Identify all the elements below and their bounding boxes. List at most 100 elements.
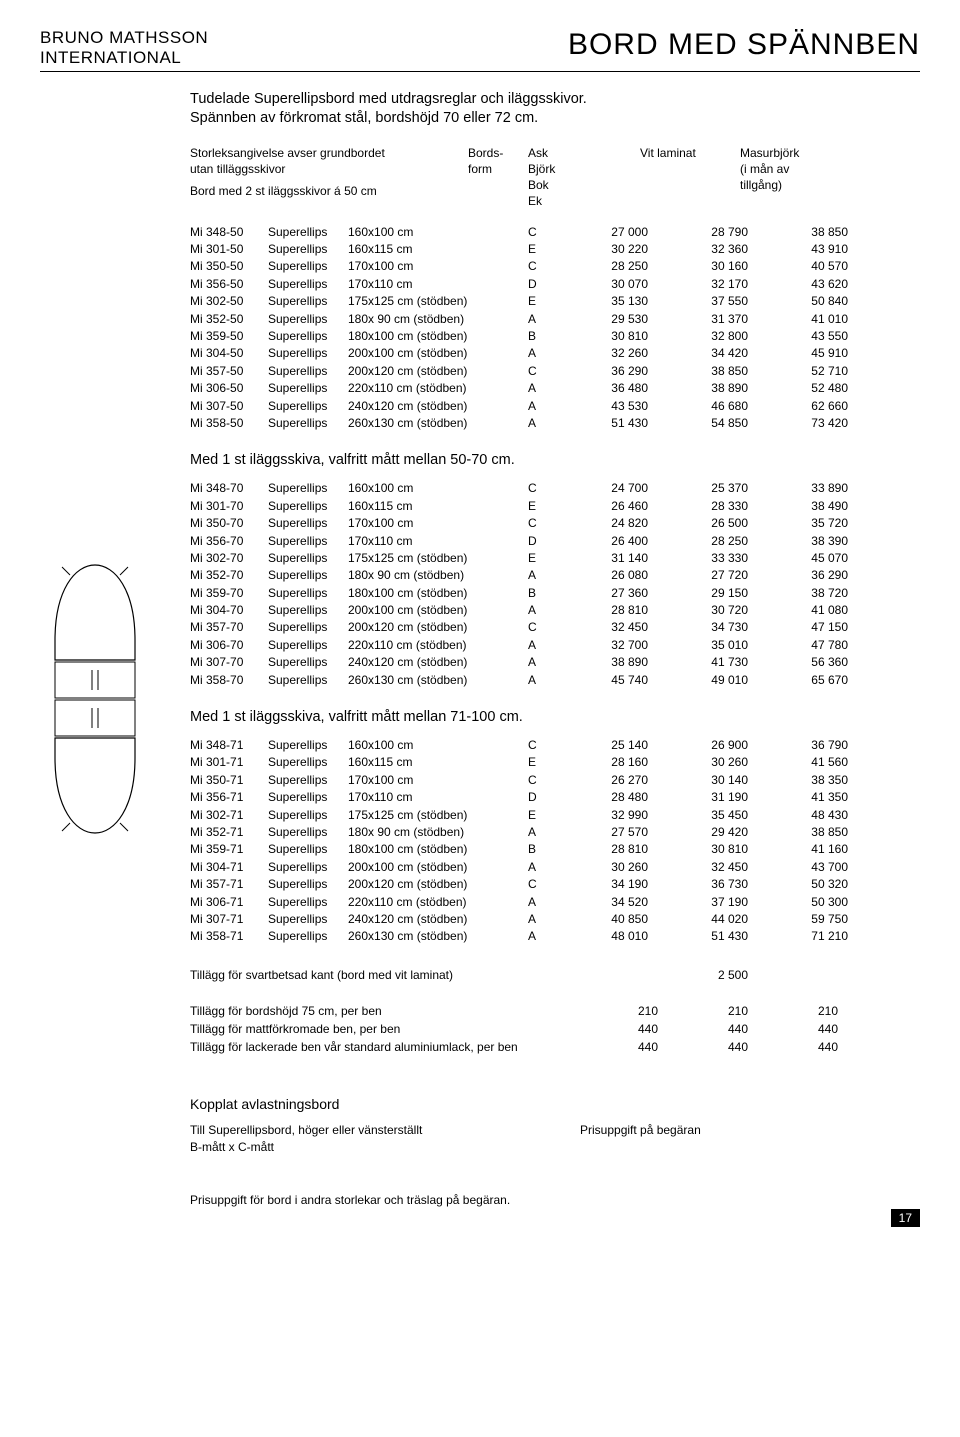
cell: C [528,480,548,497]
cell: Superellips [268,480,348,497]
addons-table: Tillägg för svartbetsad kant (bord med v… [190,966,838,1056]
cell: 175x125 cm (stödben) [348,293,528,310]
cell: 170x110 cm [348,276,528,293]
cell: Superellips [268,498,348,515]
cell: D [528,789,548,806]
table-row: Mi 352-71Superellips180x 90 cm (stödben)… [190,824,848,841]
cell: B [528,841,548,858]
table-row: Mi 359-71Superellips180x100 cm (stödben)… [190,841,848,858]
cell: A [528,380,548,397]
cell: 45 910 [748,345,848,362]
cell: 200x100 cm (stödben) [348,859,528,876]
cell: 175x125 cm (stödben) [348,550,528,567]
cell: A [528,672,548,689]
cell: 160x115 cm [348,754,528,771]
cell: 51 430 [648,928,748,945]
cell: 38 490 [748,498,848,515]
cell: E [528,807,548,824]
cell: 32 800 [648,328,748,345]
cell: Mi 357-70 [190,619,268,636]
cell: 27 720 [648,567,748,584]
cell: Superellips [268,293,348,310]
cell: 200x100 cm (stödben) [348,602,528,619]
cell: A [528,654,548,671]
cell: Superellips [268,515,348,532]
cell: C [528,619,548,636]
cell: Superellips [268,859,348,876]
cell: Superellips [268,807,348,824]
cell: 43 550 [748,328,848,345]
superellips-diagram [40,500,150,870]
intro-line-2: Spännben av förkromat stål, bordshöjd 70… [190,109,920,129]
cell: 160x115 cm [348,241,528,258]
cell: 37 550 [648,293,748,310]
col-mat3: Masurbjörk (i mån av tillgång) [740,145,840,210]
cell: 41 080 [748,602,848,619]
cell: 48 430 [748,807,848,824]
addon-row: Tillägg för mattförkromade ben, per ben 4… [190,1020,838,1038]
cell: Mi 306-70 [190,637,268,654]
addon-label: Tillägg för svartbetsad kant (bord med v… [190,966,568,984]
cell: Superellips [268,533,348,550]
cell: 38 850 [748,824,848,841]
cell: 52 710 [748,363,848,380]
cell: 26 500 [648,515,748,532]
cell: Mi 350-71 [190,772,268,789]
cell: B [528,585,548,602]
cell: 32 170 [648,276,748,293]
table-row: Mi 348-71Superellips160x100 cmC25 14026 … [190,737,848,754]
price-table-1: Mi 348-50Superellips160x100 cmC27 00028 … [190,224,848,433]
table-row: Mi 306-50Superellips220x110 cm (stödben)… [190,380,848,397]
price-table-3: Mi 348-71Superellips160x100 cmC25 14026 … [190,737,848,946]
subhead-l2: utan tilläggsskivor [190,161,468,177]
cell: 32 700 [548,637,648,654]
cell: 41 560 [748,754,848,771]
cell: 30 720 [648,602,748,619]
brand-line-1: BRUNO MATHSSON [40,28,208,48]
cell: Mi 302-71 [190,807,268,824]
cell: 175x125 cm (stödben) [348,807,528,824]
cell: Superellips [268,654,348,671]
addon-row: Tillägg för lackerade ben vår standard a… [190,1038,838,1056]
page-header: BRUNO MATHSSON INTERNATIONAL BORD MED SP… [40,28,920,72]
addon-label: Tillägg för mattförkromade ben, per ben [190,1020,568,1038]
cell: 32 990 [548,807,648,824]
col-form-l1: Bords- [468,145,528,161]
cell: Mi 359-71 [190,841,268,858]
table-row: Mi 356-50Superellips170x110 cmD30 07032 … [190,276,848,293]
addon-price [658,984,748,1002]
addon-price: 440 [658,1020,748,1038]
addon-price [748,966,838,984]
cell: 32 450 [548,619,648,636]
table-row: Mi 356-70Superellips170x110 cmD26 40028 … [190,533,848,550]
cell: Mi 302-50 [190,293,268,310]
cell: 28 250 [548,258,648,275]
table-row: Mi 359-70Superellips180x100 cm (stödben)… [190,585,848,602]
cell: Superellips [268,894,348,911]
cell: Superellips [268,276,348,293]
cell: E [528,293,548,310]
cell: Superellips [268,737,348,754]
col-form-l2: form [468,161,528,177]
cell: 30 070 [548,276,648,293]
table-row: Mi 304-70Superellips200x100 cm (stödben)… [190,602,848,619]
cell: 59 750 [748,911,848,928]
cell: 29 420 [648,824,748,841]
cell: Mi 304-70 [190,602,268,619]
cell: 180x100 cm (stödben) [348,328,528,345]
cell: 170x100 cm [348,258,528,275]
addon-row: Tillägg för svartbetsad kant (bord med v… [190,966,838,984]
cell: 51 430 [548,415,648,432]
coupled-block: Kopplat avlastningsbord Till Superellips… [190,1096,920,1157]
cell: 40 570 [748,258,848,275]
table-row: Mi 302-70Superellips175x125 cm (stödben)… [190,550,848,567]
col-mat1-l4: Ek [528,193,640,209]
cell: A [528,311,548,328]
cell: 43 700 [748,859,848,876]
cell: 29 530 [548,311,648,328]
cell: Mi 356-71 [190,789,268,806]
cell: 30 160 [648,258,748,275]
col-mat3-l2: (i mån av [740,161,840,177]
cell: 180x100 cm (stödben) [348,585,528,602]
cell: 31 190 [648,789,748,806]
